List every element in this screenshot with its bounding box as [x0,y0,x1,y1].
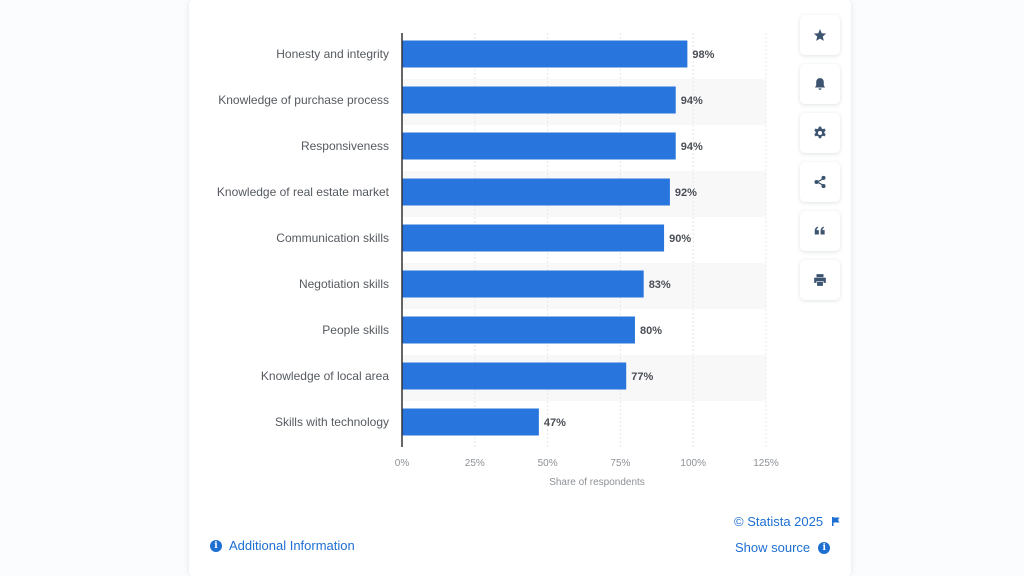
bar[interactable] [402,86,676,114]
category-label: Negotiation skills [299,277,389,291]
gear-icon [814,126,826,139]
value-label: 94% [681,141,703,153]
category-label: Honesty and integrity [276,47,389,61]
x-tick-label: 25% [465,458,485,469]
additional-information-link[interactable]: i Additional Information [210,538,355,553]
x-tick-label: 125% [753,458,779,469]
chart-card: Honesty and integrity 98% Knowledge of pur… [189,0,851,576]
value-label: 83% [649,279,671,291]
chart-toolbar [800,15,840,309]
share-icon [814,175,826,189]
share-button[interactable] [800,162,840,202]
category-label: Skills with technology [275,415,389,429]
show-source-link[interactable]: Show source i [735,540,831,555]
value-label: 98% [692,49,714,61]
x-tick-label: 100% [680,458,706,469]
copyright-text: © Statista 2025 [734,514,824,529]
x-tick-label: 50% [538,458,558,469]
x-tick-label: 0% [395,458,410,469]
statista-copyright-link[interactable]: © Statista 2025 [734,514,841,529]
favorite-button[interactable] [800,15,840,55]
category-label: Communication skills [276,231,389,245]
bar-chart: Honesty and integrity 98% Knowledge of pur… [217,33,779,488]
value-label: 47% [544,417,566,429]
print-button[interactable] [800,260,840,300]
bar[interactable] [402,40,688,68]
bar[interactable] [402,270,644,298]
bar[interactable] [402,408,539,436]
x-tick-label: 75% [610,458,630,469]
quote-icon [814,226,825,235]
bar[interactable] [402,362,627,390]
settings-button[interactable] [800,113,840,153]
info-icon: i [818,541,831,554]
value-label: 92% [675,187,697,199]
value-label: 80% [640,325,662,337]
category-label: People skills [322,323,389,337]
flag-icon [832,517,840,526]
category-label: Knowledge of local area [261,369,389,383]
value-label: 77% [631,371,653,383]
show-source-label: Show source [735,540,811,555]
info-icon: i [210,539,222,552]
print-icon [814,274,826,286]
category-label: Knowledge of purchase process [218,93,389,107]
bar[interactable] [402,224,665,252]
bar[interactable] [402,132,676,160]
category-label: Responsiveness [301,139,389,153]
star-icon [813,29,827,41]
x-axis-title: Share of respondents [549,477,645,488]
bar[interactable] [402,178,670,206]
category-label: Knowledge of real estate market [217,185,390,199]
value-label: 90% [669,233,691,245]
additional-information-label: Additional Information [229,538,355,553]
notification-button[interactable] [800,64,840,104]
bar[interactable] [402,316,635,344]
cite-button[interactable] [800,211,840,251]
bell-icon [815,78,825,90]
value-label: 94% [681,95,703,107]
